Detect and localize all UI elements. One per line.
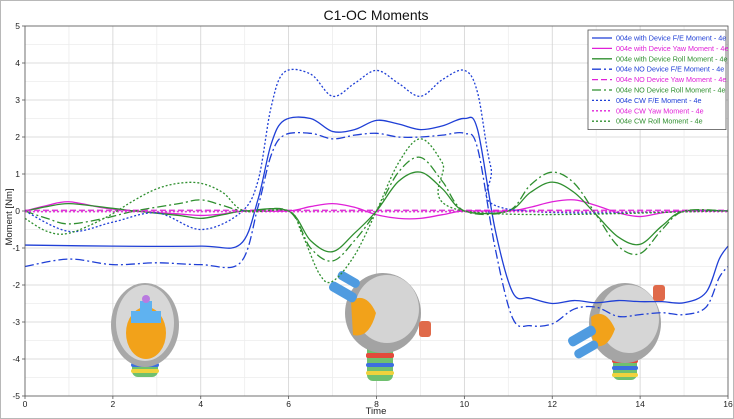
y-tick-label: -2 xyxy=(12,280,20,290)
y-tick-label: -5 xyxy=(12,391,20,401)
x-tick-label: 10 xyxy=(460,399,470,409)
legend-entry: 004e NO Device Yaw Moment - 4e xyxy=(616,75,726,84)
legend-entry: 004e NO Device Roll Moment - 4e xyxy=(616,86,725,95)
y-tick-label: 1 xyxy=(15,169,20,179)
y-tick-label: 2 xyxy=(15,132,20,142)
legend-entry: 004e CW Yaw Moment - 4e xyxy=(616,106,704,115)
chart-title: C1-OC Moments xyxy=(323,7,428,23)
y-axis-label: Moment [Nm] xyxy=(4,188,15,245)
legend-entry: 004e CW Roll Moment - 4e xyxy=(616,117,703,126)
x-tick-label: 4 xyxy=(198,399,203,409)
series-line-6 xyxy=(24,156,729,262)
legend-entry: 004e NO Device F/E Moment - 4e xyxy=(616,65,724,74)
x-tick-label: 6 xyxy=(286,399,291,409)
legend-entry: 004e with Device Yaw Moment - 4e xyxy=(616,44,728,53)
y-tick-label: 3 xyxy=(15,95,20,105)
series-line-9 xyxy=(24,138,729,284)
x-tick-label: 14 xyxy=(635,399,645,409)
series-line-1 xyxy=(24,116,729,305)
y-tick-label: -1 xyxy=(12,243,20,253)
crash-dummy-head-illustrations xyxy=(111,271,665,381)
series-line-3 xyxy=(24,171,729,253)
legend-entry: 004e CW F/E Moment - 4e xyxy=(616,96,701,105)
y-tick-label: 5 xyxy=(15,21,20,31)
y-tick-label: -4 xyxy=(12,354,20,364)
y-tick-label: 4 xyxy=(15,58,20,68)
x-tick-label: 12 xyxy=(548,399,558,409)
legend-entry: 004e with Device Roll Moment - 4e xyxy=(616,54,727,63)
x-axis-label: Time xyxy=(366,406,387,417)
x-tick-label: 0 xyxy=(23,399,28,409)
series-line-4 xyxy=(24,131,729,328)
head-upright-image xyxy=(111,283,179,377)
series-line-7 xyxy=(24,68,729,233)
x-tick-label: 16 xyxy=(723,399,733,409)
x-tick-label: 2 xyxy=(111,399,116,409)
legend-entry: 004e with Device F/E Moment - 4e xyxy=(616,34,726,43)
series-line-2 xyxy=(24,199,729,220)
head-tilted-image xyxy=(328,271,431,381)
x-tick-label: 8 xyxy=(374,399,379,409)
y-tick-label: -3 xyxy=(12,317,20,327)
y-tick-label: 0 xyxy=(15,206,20,216)
series-lines xyxy=(24,68,729,328)
